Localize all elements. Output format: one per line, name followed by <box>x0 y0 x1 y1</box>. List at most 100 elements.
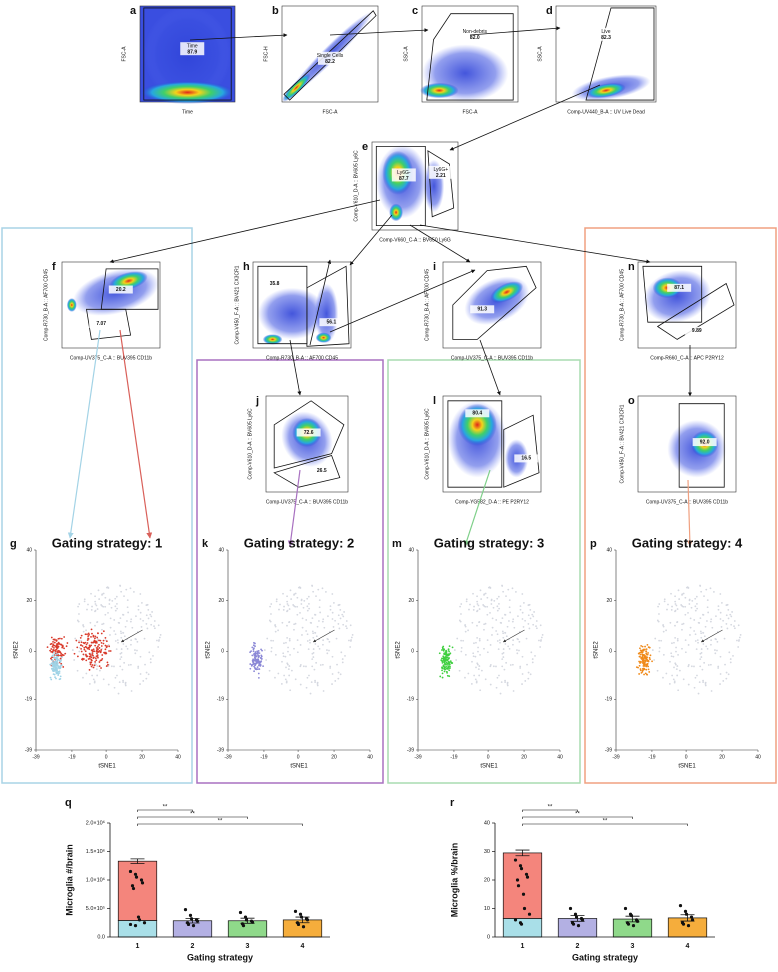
background-cell <box>129 620 132 623</box>
data-point <box>689 915 694 919</box>
cluster-cell <box>90 628 93 631</box>
cluster-cell <box>251 646 254 649</box>
background-cell <box>115 648 118 651</box>
arrow <box>419 224 651 264</box>
data-point <box>513 858 518 862</box>
x-tick-label: 40 <box>175 754 181 760</box>
background-cell <box>474 678 477 681</box>
background-cell <box>124 681 127 684</box>
x-tick-label: 4 <box>686 943 690 950</box>
background-cell <box>527 623 530 625</box>
background-cell <box>496 609 499 612</box>
gate <box>283 10 377 101</box>
cluster-cell <box>83 658 85 660</box>
background-cell <box>314 681 317 684</box>
background-cell <box>491 626 494 629</box>
x-tick-label: 3 <box>246 943 250 950</box>
cluster-cell <box>249 663 252 665</box>
cluster-cell <box>448 650 450 653</box>
background-cell <box>113 619 116 621</box>
cluster-cell <box>84 650 87 653</box>
background-cell <box>687 611 689 614</box>
panel-letter: o <box>628 395 635 407</box>
background-cell <box>127 664 130 666</box>
background-cell <box>331 655 334 658</box>
data-point <box>635 919 640 923</box>
background-cell <box>696 639 699 642</box>
background-cell <box>332 626 335 628</box>
background-cell <box>306 609 309 612</box>
data-point <box>195 919 200 923</box>
background-cell <box>714 649 716 651</box>
tsne-plot: m Gating strategy: 3 -39 -19 0 20 40 -39 -19 0 20 4… <box>392 535 563 769</box>
background-cell <box>707 664 710 666</box>
cluster-cell <box>50 667 53 670</box>
background-cell <box>97 689 100 692</box>
gate-name: Ly6G+ <box>433 167 448 173</box>
background-cell <box>277 629 279 632</box>
background-cell <box>477 650 479 653</box>
cluster-cell <box>639 669 642 672</box>
background-cell <box>727 617 730 620</box>
background-cell <box>472 652 475 655</box>
x-tick-label: 1 <box>521 943 525 950</box>
background-cell <box>104 605 107 608</box>
gate <box>452 265 537 340</box>
background-cell <box>684 651 687 654</box>
cluster-cell <box>253 659 256 661</box>
cluster-cell <box>55 666 57 669</box>
background-cell <box>458 619 461 622</box>
background-cell <box>284 655 287 658</box>
background-cell <box>109 617 112 620</box>
background-cell <box>287 668 290 671</box>
cluster-cell <box>82 641 85 644</box>
background-cell <box>675 668 678 671</box>
cluster-cell <box>88 648 91 651</box>
panel-letter: n <box>628 261 635 273</box>
x-tick-label: 4 <box>301 943 305 950</box>
background-cell <box>689 634 691 636</box>
background-cell <box>674 663 677 666</box>
cluster-cell <box>65 645 68 648</box>
background-cell <box>137 605 140 608</box>
background-cell <box>314 679 316 682</box>
background-cell <box>139 618 142 620</box>
cluster-cell <box>84 641 87 644</box>
cluster-cell <box>56 660 58 663</box>
background-cell <box>326 652 329 655</box>
data-point <box>580 918 585 922</box>
y-tick-label: -19 <box>217 697 224 703</box>
cluster-cell <box>54 676 56 679</box>
background-cell <box>505 661 508 664</box>
cluster-cell <box>256 666 259 669</box>
pointer-arrow <box>700 629 723 643</box>
y-axis-label: Comp-V450_F-A :: BV421 CX3CR1 <box>619 404 625 483</box>
cluster-cell <box>104 644 107 647</box>
y-tick-label: 20 <box>484 877 490 883</box>
background-cell <box>657 605 659 608</box>
background-cell <box>539 624 542 627</box>
cluster-cell <box>89 661 92 664</box>
background-cell <box>732 654 734 657</box>
cluster-cell <box>52 661 55 663</box>
cluster-cell <box>643 664 646 667</box>
x-tick-label: 3 <box>631 943 635 950</box>
background-cell <box>286 624 288 627</box>
background-cell <box>145 671 148 674</box>
cluster-cell <box>96 650 99 653</box>
cluster-cell <box>644 645 646 648</box>
cluster-cell <box>100 645 103 647</box>
background-cell <box>296 605 299 608</box>
cluster-cell <box>99 639 102 642</box>
gate-label-bg <box>465 409 490 418</box>
background-cell <box>284 678 287 681</box>
background-cell <box>703 635 706 638</box>
background-cell <box>705 645 708 648</box>
y-tick-label: -39 <box>25 747 32 753</box>
arrow <box>109 199 381 264</box>
y-axis-label: Microglia #/brain <box>64 844 74 916</box>
data-point <box>241 924 246 928</box>
background-cell <box>274 625 277 628</box>
background-cell <box>274 624 277 626</box>
cluster-cell <box>638 655 641 658</box>
